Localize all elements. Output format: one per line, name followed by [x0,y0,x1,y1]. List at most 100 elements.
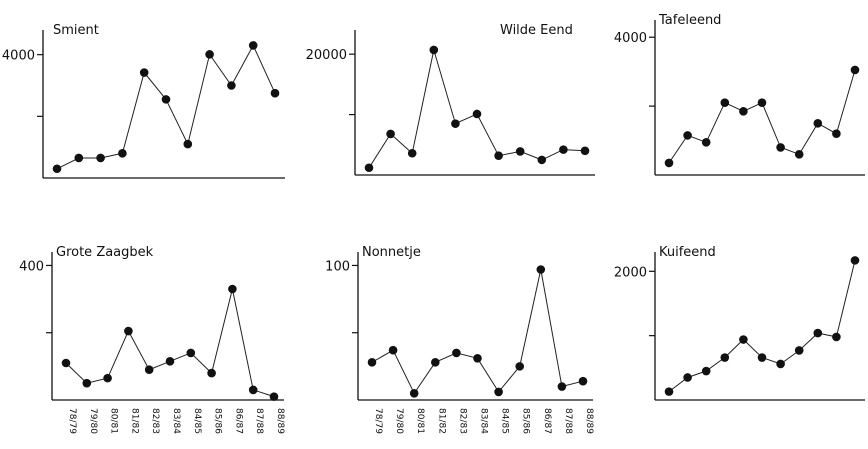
x-tick-label: 79/80 [394,408,404,434]
data-point [701,137,711,147]
data-point [832,129,841,138]
y-tick-label: 4000 [614,31,647,46]
data-point [270,88,280,98]
x-tick-label: 86/87 [542,408,552,434]
series-line [371,269,584,395]
data-point [207,368,216,378]
data-point [776,359,785,369]
x-tick-label: 87/88 [254,408,264,434]
data-point [494,387,503,397]
data-point [407,148,417,158]
x-tick-label: 78/79 [67,408,77,434]
x-tick-label: 85/86 [213,408,223,434]
data-point [429,45,439,55]
panel-title: Smient [53,23,99,38]
data-point [757,98,767,107]
x-tick-label: 83/84 [479,408,489,434]
data-point [161,95,171,104]
data-point [52,164,62,174]
panel-title: Wilde Eend [500,23,573,38]
data-point [683,131,692,140]
data-point [165,357,175,366]
data-point [269,392,279,401]
data-point [794,150,804,159]
data-point [664,387,674,396]
x-tick-label: 79/80 [88,408,98,434]
data-point [536,265,546,274]
data-point [386,129,395,139]
data-point [850,256,860,265]
x-tick-label: 83/84 [171,408,181,434]
data-point [472,109,482,119]
x-tick-label: 81/82 [129,408,139,434]
data-point [118,149,127,158]
x-tick-label: 82/83 [457,408,467,434]
x-tick-label: 81/82 [436,408,446,434]
y-tick-label: 20000 [306,48,347,63]
x-tick-label: 82/83 [150,408,160,434]
panel-title: Kuifeend [659,245,716,260]
data-point [183,139,193,149]
x-tick-label: 85/86 [521,408,531,434]
series-line [56,44,276,170]
x-tick-label: 84/85 [500,408,510,434]
data-point [580,146,590,156]
data-point [61,358,71,368]
x-tick-label: 88/89 [584,408,594,434]
data-point [139,68,149,77]
chart-panel-4: 400 Grote Zaagbek 78/79 79/80 80/81 81/82 82/8… [19,245,285,434]
data-point [144,365,154,375]
data-point [409,388,419,398]
data-point [720,353,730,362]
data-point [537,155,547,165]
data-point [559,145,568,154]
data-point [683,373,692,382]
data-point [248,385,258,395]
data-point [96,153,105,163]
data-point [74,153,84,163]
data-point [227,81,236,90]
chart-panel-3: 4000 Tafeleend [614,13,865,176]
panel-title: Tafeleend [658,13,721,28]
y-tick-label: 400 [19,259,44,274]
panel-title: Nonnetje [362,245,421,260]
data-point [850,65,860,75]
data-point [739,335,748,344]
data-point [186,348,196,358]
data-point [578,376,588,386]
data-point [794,346,804,355]
series-line [368,49,586,169]
x-tick-label: 78/79 [373,408,383,434]
data-point [494,151,503,160]
chart-panel-2: 20000 Wilde Eend [306,23,595,176]
x-tick-label: 80/81 [109,408,119,434]
data-point [248,41,258,50]
data-point [451,119,460,128]
data-point [124,326,133,336]
x-tick-label: 84/85 [192,408,202,434]
data-point [832,332,841,342]
chart-panel-5: 100 Nonnetje 78/79 79/80 80/81 81/82 82/83 83/8… [325,245,594,434]
data-point [431,358,440,367]
data-point [813,119,823,128]
data-point [813,328,823,338]
data-point [739,106,748,116]
data-point [720,98,730,107]
x-tick-label: 86/87 [233,408,243,434]
data-point [701,366,711,376]
data-point [364,163,374,173]
data-point [473,353,482,363]
x-tick-label: 80/81 [415,408,425,434]
x-tick-label: 87/88 [563,408,573,434]
panel-title: Grote Zaagbek [56,245,154,260]
data-point [388,345,398,355]
data-point [776,143,785,152]
x-tick-label: 88/89 [275,408,285,434]
data-point [515,147,525,156]
y-tick-label: 2000 [614,265,647,280]
chart-panel-6: 2000 Kuifeend [614,245,865,401]
y-tick-label: 4000 [2,49,35,64]
data-point [82,378,92,388]
y-tick-label: 100 [325,259,350,274]
